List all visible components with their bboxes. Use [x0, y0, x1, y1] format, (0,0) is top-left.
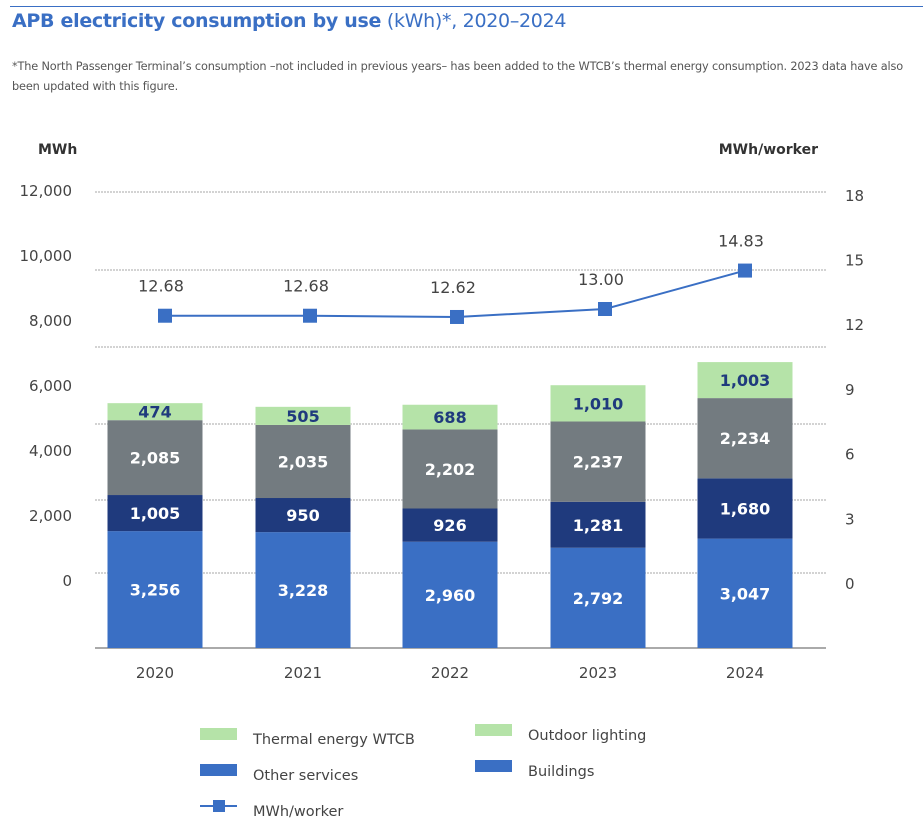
category-label: 2024 [726, 664, 764, 682]
data-label-buildings: 3,256 [130, 581, 181, 600]
line-value-label: 14.83 [718, 232, 764, 251]
line-value-label: 12.68 [283, 277, 329, 296]
bar-segment-other [550, 501, 646, 548]
data-label-other: 1,281 [573, 516, 624, 535]
legend-label: Outdoor lighting [528, 728, 646, 744]
data-label-other: 926 [433, 516, 466, 535]
category-label: 2022 [431, 664, 469, 682]
bar-segment-other [107, 495, 203, 532]
line-marker [738, 263, 752, 278]
line-marker [598, 302, 612, 316]
left-tick-label: 8,000 [29, 312, 72, 330]
legend-label: Buildings [528, 764, 594, 780]
right-axis-title: MWh/worker [719, 142, 818, 158]
left-tick-label: 6,000 [29, 377, 72, 395]
left-tick-label: 12,000 [20, 182, 73, 200]
footnote: *The North Passenger Terminal’s consumpt… [12, 60, 904, 93]
legend-swatch [475, 760, 512, 772]
bar-segment-outdoor [402, 404, 498, 430]
data-label-outdoor: 1,003 [720, 371, 771, 390]
left-axis-title: MWh [38, 142, 77, 158]
top-rule [10, 6, 923, 7]
data-label-thermal: 2,237 [573, 453, 624, 472]
right-tick-label: 6 [845, 446, 855, 464]
data-label-outdoor: 474 [138, 403, 171, 422]
line-value-label: 12.62 [430, 278, 476, 297]
data-label-other: 1,005 [130, 504, 181, 523]
bar-segment-outdoor [255, 406, 351, 425]
line-marker [303, 308, 317, 323]
left-tick-label: 0 [62, 572, 72, 590]
legend-label: MWh/worker [253, 804, 343, 820]
legend-label: Other services [253, 768, 358, 784]
bar-segment-thermal [402, 429, 498, 509]
data-label-outdoor: 1,010 [573, 394, 624, 413]
data-label-other: 1,680 [720, 499, 771, 518]
bar-segment-buildings [550, 547, 646, 648]
data-label-outdoor: 505 [286, 407, 319, 426]
right-tick-label: 15 [845, 252, 864, 270]
data-label-outdoor: 688 [433, 408, 466, 427]
bar-segment-other [255, 498, 351, 533]
legend-swatch [200, 728, 237, 740]
bar-segment-outdoor [550, 385, 646, 422]
right-tick-label: 3 [845, 510, 855, 528]
category-label: 2021 [284, 664, 322, 682]
data-label-thermal: 2,202 [425, 460, 476, 479]
legend-marker-swatch [213, 800, 225, 812]
line-marker [158, 308, 172, 323]
left-tick-label: 4,000 [29, 442, 72, 460]
data-label-thermal: 2,234 [720, 429, 771, 448]
right-tick-label: 9 [845, 381, 855, 399]
bar-segment-buildings [402, 541, 498, 648]
data-label-buildings: 2,792 [573, 589, 624, 608]
left-tick-label: 2,000 [29, 507, 72, 525]
bar-segment-other [697, 478, 793, 539]
bar-segment-buildings [107, 531, 203, 648]
data-label-buildings: 3,228 [278, 581, 329, 600]
line-value-label: 12.68 [138, 277, 184, 296]
right-tick-label: 12 [845, 316, 864, 334]
bar-segment-outdoor [697, 362, 793, 399]
right-tick-label: 18 [845, 187, 864, 205]
bar-segment-thermal [550, 421, 646, 502]
bar-segment-thermal [697, 398, 793, 479]
bar-segment-outdoor [107, 403, 203, 421]
title-rest: (kWh)*, 2020–2024 [381, 10, 567, 32]
bar-segment-other [402, 508, 498, 542]
data-label-thermal: 2,085 [130, 449, 181, 468]
legend-label: Thermal energy WTCB [252, 732, 415, 748]
bar-segment-thermal [107, 420, 203, 496]
chart-title: APB electricity consumption by use (kWh)… [12, 10, 566, 32]
category-label: 2020 [136, 664, 174, 682]
bar-segment-buildings [697, 538, 793, 648]
left-tick-label: 10,000 [20, 247, 73, 265]
bar-segment-thermal [255, 424, 351, 499]
category-label: 2023 [579, 664, 617, 682]
legend-swatch [475, 724, 512, 736]
title-bold: APB electricity consumption by use [12, 10, 382, 32]
data-label-other: 950 [286, 506, 319, 525]
legend-swatch [200, 764, 237, 776]
data-label-buildings: 2,960 [425, 586, 476, 605]
line-marker [450, 309, 464, 324]
bar-segment-buildings [255, 532, 351, 648]
line-value-label: 13.00 [578, 270, 624, 289]
data-label-thermal: 2,035 [278, 452, 329, 471]
right-tick-label: 0 [845, 575, 855, 593]
data-label-buildings: 3,047 [720, 584, 771, 603]
